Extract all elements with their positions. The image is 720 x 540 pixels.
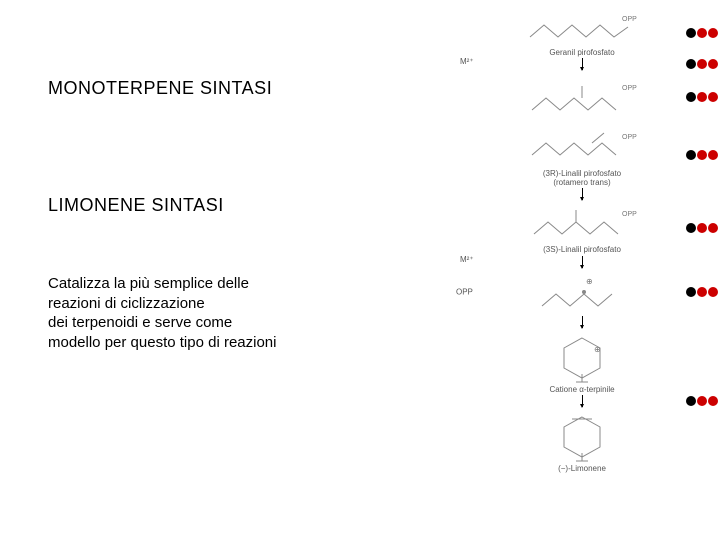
phosphate-dots bbox=[686, 150, 718, 160]
reaction-arrow bbox=[482, 187, 682, 201]
description-paragraph: Catalizza la più semplice dellereazioni … bbox=[48, 274, 408, 352]
svg-text:OPP: OPP bbox=[622, 85, 637, 92]
phosphate-dots bbox=[686, 28, 718, 38]
svg-text:OPP: OPP bbox=[622, 16, 637, 23]
svg-text:⊕: ⊕ bbox=[586, 277, 593, 286]
reaction-arrow bbox=[482, 315, 682, 329]
structure-cation1: ⊕ OPP bbox=[482, 269, 682, 315]
structure-caption: Geranil pirofosfato bbox=[549, 49, 614, 57]
divalent-cation-label: M²⁺ bbox=[460, 57, 474, 66]
structure-caption: (−)-Limonene bbox=[558, 465, 606, 473]
title-limonene: LIMONENE SINTASI bbox=[48, 195, 408, 216]
reaction-arrow: M²⁺ bbox=[482, 57, 682, 71]
text-column: MONOTERPENE SINTASI LIMONENE SINTASI Cat… bbox=[48, 78, 408, 352]
phosphate-dots bbox=[686, 59, 718, 69]
phosphate-dots bbox=[686, 287, 718, 297]
structure-terpinyl: ⊕ Catione α-terpinile bbox=[482, 329, 682, 394]
structure-linalil3r: OPP (3R)-Linalil pirofosfato(rotamero tr… bbox=[482, 123, 682, 187]
phosphate-dots bbox=[686, 396, 718, 406]
divalent-cation-label: M²⁺ bbox=[460, 255, 474, 264]
structure-caption: Catione α-terpinile bbox=[549, 386, 614, 394]
opp-label: OPP bbox=[456, 287, 473, 296]
phosphate-dots bbox=[686, 223, 718, 233]
reaction-arrow: M²⁺ bbox=[482, 255, 682, 269]
phosphate-dots bbox=[686, 92, 718, 102]
structure-caption: (3R)-Linalil pirofosfato(rotamero trans) bbox=[543, 170, 621, 187]
reaction-arrow bbox=[482, 394, 682, 408]
structure-geranil: OPP Geranil pirofosfato bbox=[482, 8, 682, 57]
structure-linalil3s: OPP (3S)-Linalil pirofosfato bbox=[482, 201, 682, 254]
svg-text:⊕: ⊕ bbox=[594, 345, 601, 354]
svg-text:OPP: OPP bbox=[622, 134, 637, 141]
structure-caption: (3S)-Linalil pirofosfato bbox=[543, 246, 621, 254]
structure-limonene: (−)-Limonene bbox=[482, 408, 682, 473]
title-monoterpene: MONOTERPENE SINTASI bbox=[48, 78, 408, 99]
structure-inter1: OPP bbox=[482, 71, 682, 123]
svg-text:OPP: OPP bbox=[622, 211, 637, 218]
reaction-diagram: OPP Geranil pirofosfato M²⁺ OPP OPP (3R)… bbox=[482, 8, 682, 532]
